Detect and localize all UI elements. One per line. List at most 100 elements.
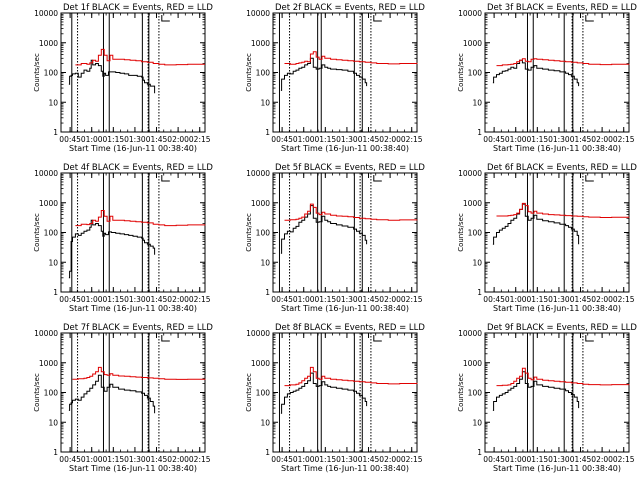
x-tick-label: 02:15 — [401, 295, 423, 304]
x-tick-label: 01:00 — [505, 135, 527, 144]
x-axis-label: Start Time (16-Jun-11 00:38:40) — [493, 144, 621, 153]
detector-panel: Det 4f BLACK = Events, RED = LLD 1 10 100 10… — [33, 163, 213, 313]
x-tick-label: 01:15 — [315, 455, 337, 464]
plot-frame — [484, 172, 630, 293]
x-tick-label: 01:30 — [336, 455, 358, 464]
x-tick-label: 01:00 — [81, 455, 103, 464]
x-tick-label: 02:00 — [591, 295, 613, 304]
legend-corner-mark — [585, 15, 594, 22]
y-tick-label: 10000 — [246, 9, 270, 18]
x-tick-label: 00:45 — [59, 135, 81, 144]
y-tick-label: 1 — [477, 288, 482, 297]
lld-series-line — [75, 48, 205, 66]
y-tick-label: 10 — [472, 98, 482, 107]
panel-title: Det 6f BLACK = Events, RED = LLD — [487, 163, 637, 173]
x-tick-label: 02:15 — [613, 135, 635, 144]
legend-corner-mark — [373, 175, 382, 182]
x-tick-label: 01:30 — [124, 135, 146, 144]
y-tick-label: 1 — [265, 288, 270, 297]
y-tick-label: 100 — [44, 69, 59, 78]
events-series-line — [280, 372, 368, 414]
x-tick-label: 00:45 — [59, 295, 81, 304]
x-tick-label: 01:00 — [293, 135, 315, 144]
legend-corner-mark — [373, 15, 382, 22]
lld-series-line — [284, 366, 418, 387]
x-tick-label: 00:45 — [59, 455, 81, 464]
legend-corner-mark — [161, 175, 170, 182]
y-tick-label: 1000 — [463, 39, 482, 48]
detector-panel: Det 9f BLACK = Events, RED = LLD 1 10 100 10… — [457, 323, 637, 473]
x-tick-label: 02:15 — [613, 455, 635, 464]
y-tick-label: 10 — [48, 418, 58, 427]
x-tick-label: 01:00 — [293, 455, 315, 464]
detector-panel: Det 8f BLACK = Events, RED = LLD 1 10 100 10… — [245, 323, 425, 473]
panel-title: Det 2f BLACK = Events, RED = LLD — [275, 3, 425, 13]
x-axis-label: Start Time (16-Jun-11 00:38:40) — [281, 304, 409, 313]
y-tick-label: 1000 — [251, 199, 270, 208]
y-tick-label: 10000 — [246, 169, 270, 178]
x-tick-label: 01:15 — [527, 455, 549, 464]
y-tick-label: 10000 — [246, 329, 270, 338]
y-tick-label: 100 — [468, 389, 483, 398]
x-tick-label: 02:00 — [379, 135, 401, 144]
y-tick-label: 10000 — [34, 329, 58, 338]
y-axis-label: Counts/sec — [245, 53, 253, 92]
y-tick-label: 10 — [48, 98, 58, 107]
plot-frame — [272, 12, 418, 133]
x-tick-label: 01:00 — [81, 295, 103, 304]
y-tick-label: 100 — [44, 229, 59, 238]
x-tick-label: 01:45 — [358, 295, 380, 304]
plot-frame — [60, 172, 206, 293]
x-tick-label: 01:15 — [527, 295, 549, 304]
x-tick-label: 00:45 — [483, 295, 505, 304]
y-tick-label: 10000 — [34, 169, 58, 178]
x-axis-label: Start Time (16-Jun-11 00:38:40) — [281, 144, 409, 153]
y-axis-label: Counts/sec — [33, 373, 41, 412]
panel-title: Det 8f BLACK = Events, RED = LLD — [275, 323, 425, 333]
y-axis-label: Counts/sec — [457, 53, 465, 92]
x-tick-label: 01:45 — [570, 455, 592, 464]
y-tick-label: 1 — [265, 128, 270, 137]
y-tick-label: 1000 — [463, 199, 482, 208]
y-tick-label: 10000 — [458, 9, 482, 18]
panel-title: Det 9f BLACK = Events, RED = LLD — [487, 323, 637, 333]
x-tick-label: 01:30 — [336, 295, 358, 304]
events-series-line — [68, 219, 156, 279]
y-tick-label: 1 — [477, 128, 482, 137]
plot-frame — [272, 332, 418, 453]
x-tick-label: 01:30 — [548, 455, 570, 464]
y-tick-label: 100 — [468, 229, 483, 238]
x-tick-label: 02:00 — [591, 135, 613, 144]
panel-title: Det 4f BLACK = Events, RED = LLD — [63, 163, 213, 173]
legend-corner-mark — [585, 175, 594, 182]
events-series-line — [492, 59, 580, 87]
x-tick-label: 01:00 — [293, 295, 315, 304]
x-tick-label: 01:00 — [505, 455, 527, 464]
lld-series-line — [284, 51, 418, 65]
x-tick-label: 01:45 — [570, 135, 592, 144]
x-tick-label: 01:15 — [315, 295, 337, 304]
x-tick-label: 00:45 — [271, 135, 293, 144]
plot-frame — [484, 12, 630, 133]
y-tick-label: 10000 — [34, 9, 58, 18]
x-tick-label: 02:15 — [189, 135, 211, 144]
y-tick-label: 1 — [477, 448, 482, 457]
x-tick-label: 02:15 — [401, 455, 423, 464]
legend-corner-mark — [585, 335, 594, 342]
x-tick-label: 02:15 — [189, 455, 211, 464]
panel-title: Det 1f BLACK = Events, RED = LLD — [63, 3, 213, 13]
x-tick-label: 00:45 — [271, 295, 293, 304]
y-tick-label: 1000 — [251, 39, 270, 48]
events-series-line — [68, 374, 156, 414]
y-tick-label: 1 — [265, 448, 270, 457]
x-axis-label: Start Time (16-Jun-11 00:38:40) — [493, 464, 621, 473]
panel-title: Det 5f BLACK = Events, RED = LLD — [275, 163, 425, 173]
x-tick-label: 01:45 — [146, 135, 168, 144]
y-tick-label: 10000 — [458, 169, 482, 178]
y-tick-label: 100 — [256, 389, 271, 398]
y-tick-label: 1 — [53, 448, 58, 457]
x-tick-label: 01:45 — [146, 455, 168, 464]
x-tick-label: 01:45 — [570, 295, 592, 304]
x-tick-label: 01:00 — [81, 135, 103, 144]
y-tick-label: 10000 — [458, 329, 482, 338]
